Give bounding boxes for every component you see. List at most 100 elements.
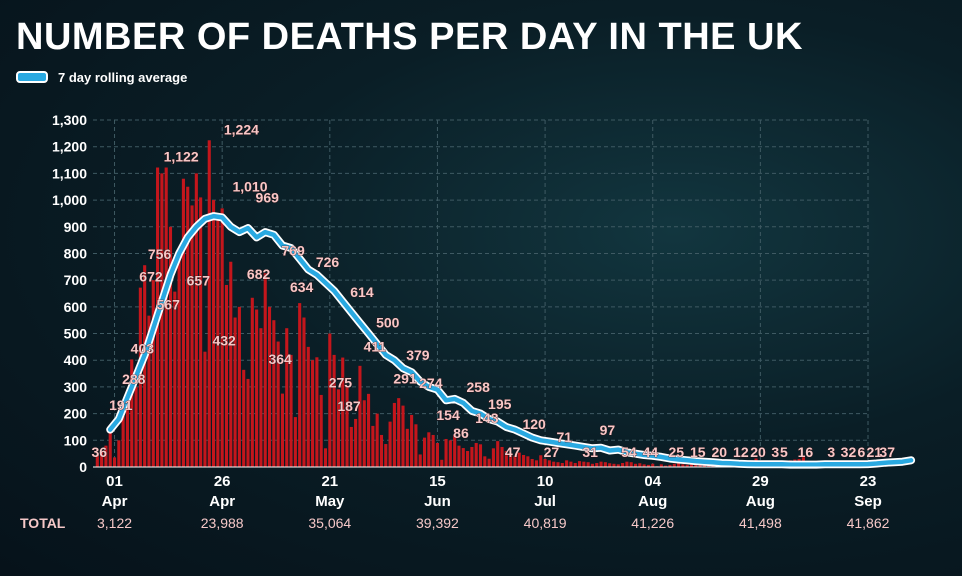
y-tick-label: 600 bbox=[64, 299, 88, 315]
data-label: 274 bbox=[419, 375, 443, 391]
data-label: 1,224 bbox=[224, 121, 259, 137]
data-label: 20 bbox=[750, 444, 766, 460]
y-tick-label: 100 bbox=[64, 432, 88, 448]
bar bbox=[242, 369, 246, 467]
bar bbox=[276, 341, 280, 467]
bar bbox=[104, 445, 108, 467]
y-tick-label: 1,300 bbox=[52, 112, 87, 128]
bar bbox=[466, 450, 470, 467]
bar bbox=[349, 426, 353, 467]
x-tick-day: 23 bbox=[860, 473, 877, 490]
bar bbox=[108, 426, 112, 467]
data-label: 364 bbox=[268, 351, 292, 367]
data-label: 120 bbox=[522, 416, 546, 432]
total-value: 23,988 bbox=[201, 515, 244, 531]
bar bbox=[573, 462, 577, 467]
data-label: 191 bbox=[109, 397, 133, 413]
bar bbox=[384, 444, 388, 467]
totals-label: TOTAL bbox=[20, 515, 66, 531]
bar bbox=[323, 448, 328, 467]
bar bbox=[509, 453, 513, 467]
bar bbox=[440, 459, 444, 467]
data-label: 5 bbox=[780, 444, 788, 460]
total-value: 41,862 bbox=[847, 515, 890, 531]
data-label: 47 bbox=[505, 444, 521, 460]
y-tick-label: 1,200 bbox=[52, 139, 87, 155]
bar bbox=[375, 413, 379, 467]
bar bbox=[263, 273, 267, 467]
bar bbox=[358, 365, 362, 467]
bar bbox=[565, 460, 569, 467]
bar bbox=[612, 463, 616, 467]
bar bbox=[401, 405, 405, 467]
x-tick-month: Aug bbox=[746, 493, 775, 510]
total-value: 3,122 bbox=[97, 515, 132, 531]
y-tick-label: 200 bbox=[64, 406, 88, 422]
data-label: 3 bbox=[771, 444, 779, 460]
data-label: 567 bbox=[157, 297, 181, 313]
axes: 0 100 200 300 400 500 600 700 800 900 1,000 1,100 1,… bbox=[20, 112, 890, 531]
x-tick-day: 29 bbox=[752, 473, 769, 490]
bar bbox=[603, 462, 607, 467]
y-tick-label: 300 bbox=[64, 379, 88, 395]
bar bbox=[143, 265, 147, 467]
data-label: 726 bbox=[316, 254, 340, 270]
y-tick-label: 800 bbox=[64, 245, 88, 261]
bar bbox=[444, 438, 448, 467]
data-label: 682 bbox=[247, 266, 271, 282]
bar bbox=[289, 354, 293, 467]
data-label: 31 bbox=[582, 444, 598, 460]
bar bbox=[354, 418, 358, 467]
bar bbox=[552, 461, 556, 467]
y-tick-label: 400 bbox=[64, 352, 88, 368]
bar bbox=[112, 457, 117, 467]
bar bbox=[461, 448, 465, 467]
data-label: 411 bbox=[364, 338, 387, 354]
bar bbox=[298, 303, 302, 467]
bar bbox=[220, 208, 224, 467]
bar bbox=[608, 463, 612, 467]
y-tick-label: 0 bbox=[79, 459, 87, 475]
bar bbox=[595, 462, 599, 467]
bar bbox=[530, 458, 534, 467]
bar bbox=[487, 458, 491, 467]
y-tick-label: 1,100 bbox=[52, 165, 87, 181]
bar bbox=[543, 458, 547, 467]
data-label: 25 bbox=[668, 444, 684, 460]
bar bbox=[664, 465, 668, 467]
bar bbox=[190, 205, 194, 467]
bar bbox=[181, 178, 185, 467]
data-labels: 361912884036727565671,1226574321,2241,01… bbox=[91, 121, 895, 460]
bar bbox=[259, 328, 263, 467]
bar bbox=[431, 434, 435, 467]
legend-label: 7 day rolling average bbox=[58, 69, 188, 85]
bar bbox=[117, 440, 121, 467]
bar bbox=[410, 414, 414, 467]
legend: 7 day rolling average bbox=[16, 68, 187, 86]
bar bbox=[134, 386, 138, 467]
data-label: 379 bbox=[406, 347, 430, 363]
data-label: 154 bbox=[436, 407, 460, 423]
bar bbox=[668, 464, 672, 467]
data-label: 86 bbox=[453, 425, 469, 441]
x-tick-day: 21 bbox=[321, 473, 338, 490]
total-value: 39,392 bbox=[416, 515, 459, 531]
bar bbox=[599, 461, 603, 467]
bar bbox=[224, 284, 229, 467]
data-label: 403 bbox=[131, 340, 155, 356]
data-label: 36 bbox=[92, 444, 108, 460]
bar bbox=[685, 464, 689, 467]
chart-title: NUMBER OF DEATHS PER DAY IN THE UK bbox=[16, 16, 803, 58]
bar bbox=[534, 460, 539, 467]
bar bbox=[147, 315, 151, 467]
data-label: 6 bbox=[857, 444, 865, 460]
bar bbox=[590, 463, 594, 467]
bar bbox=[560, 462, 564, 467]
bar bbox=[255, 309, 259, 467]
bar bbox=[397, 398, 401, 467]
bar bbox=[341, 357, 345, 467]
total-value: 40,819 bbox=[524, 515, 567, 531]
data-label: 258 bbox=[467, 379, 491, 395]
bar bbox=[272, 320, 276, 467]
bar bbox=[483, 456, 487, 467]
